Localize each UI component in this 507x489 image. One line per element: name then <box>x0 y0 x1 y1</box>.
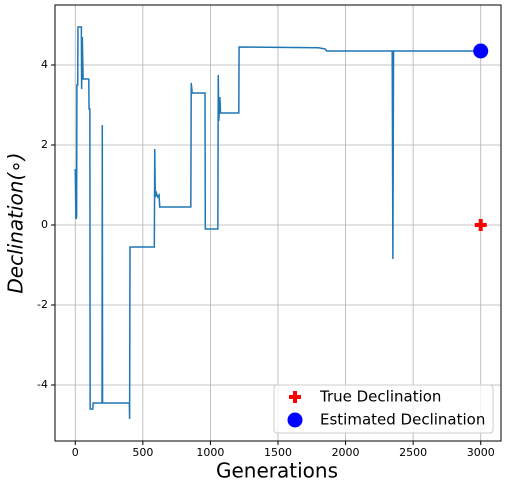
legend-label: True Declination <box>319 388 441 406</box>
x-tick-label: 0 <box>72 446 79 459</box>
trace-line <box>74 26 481 420</box>
x-tick-label: 2500 <box>399 446 427 459</box>
y-axis-label: Declination(∘) <box>4 152 28 293</box>
data-point <box>473 43 489 59</box>
legend-marker <box>287 412 303 428</box>
y-tick-label: 4 <box>41 58 48 71</box>
legend-marker <box>289 391 301 403</box>
legend-label: Estimated Declination <box>320 411 485 429</box>
y-tick-label: -4 <box>37 378 48 391</box>
y-tick-label: -2 <box>37 298 48 311</box>
x-tick-label: 2000 <box>332 446 360 459</box>
legend-box <box>273 384 494 434</box>
x-tick-label: 500 <box>132 446 153 459</box>
x-tick-label: 1000 <box>196 446 224 459</box>
x-tick-label: 3000 <box>467 446 495 459</box>
axes-frame <box>54 4 502 442</box>
x-tick-label: 1500 <box>264 446 292 459</box>
y-tick-label: 2 <box>41 138 48 151</box>
y-tick-label: 0 <box>41 218 48 231</box>
x-axis-label: Generations <box>216 459 338 483</box>
data-point <box>474 219 487 231</box>
